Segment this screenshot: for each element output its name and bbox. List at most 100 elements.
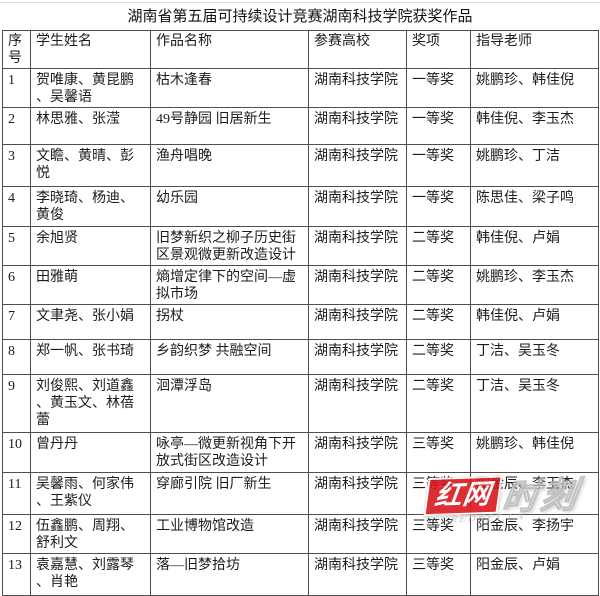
- cell-work: 落—旧梦拾坊: [150, 553, 309, 596]
- cell-no: 5: [2, 226, 31, 266]
- cell-school: 湖南科技学院: [308, 472, 407, 515]
- cell-work: 洄潭浮岛: [150, 374, 309, 433]
- cell-award: 二等奖: [406, 265, 471, 305]
- cell-advisors: 韩佳倪、李玉杰: [470, 107, 599, 145]
- cell-school: 湖南科技学院: [308, 68, 407, 108]
- table-row: 9 刘俊熙、刘道鑫、黄玉文、林蓓蕾 洄潭浮岛 湖南科技学院 二等奖 丁洁、吴玉冬: [2, 374, 599, 433]
- cell-award: 三等奖: [406, 514, 471, 554]
- cell-students: 曾丹丹: [30, 432, 151, 473]
- cell-no: 8: [2, 339, 31, 375]
- cell-work: 49号静园 旧居新生: [150, 107, 309, 145]
- header-cell-work: 作品名称: [150, 30, 309, 69]
- cell-work: 拐杖: [150, 304, 309, 340]
- cell-award: 三等奖: [406, 472, 471, 515]
- cell-school: 湖南科技学院: [308, 107, 407, 145]
- cell-award: 一等奖: [406, 107, 471, 145]
- cell-school: 湖南科技学院: [308, 339, 407, 375]
- cell-school: 湖南科技学院: [308, 432, 407, 473]
- header-cell-award: 奖项: [406, 30, 471, 69]
- table-row: 10 曾丹丹 咏亭—微更新视角下开放式街区改造设计 湖南科技学院 三等奖 姚鹏珍、韩佳倪: [2, 432, 599, 473]
- cell-school: 湖南科技学院: [308, 226, 407, 266]
- cell-advisors: 姚鹏珍、李玉杰: [470, 265, 599, 305]
- cell-award: 一等奖: [406, 68, 471, 108]
- cell-students: 刘俊熙、刘道鑫、黄玉文、林蓓蕾: [30, 374, 151, 433]
- cell-advisors: 姚鹏珍、韩佳倪: [470, 432, 599, 473]
- cell-advisors: 阳金辰、李扬宇: [470, 514, 599, 554]
- cell-no: 7: [2, 304, 31, 340]
- cell-award: 三等奖: [406, 432, 471, 473]
- cell-work: 咏亭—微更新视角下开放式街区改造设计: [150, 432, 309, 473]
- table-row: 8 郑一帆、张书琦 乡韵织梦 共融空间 湖南科技学院 二等奖 丁洁、吴玉冬: [2, 339, 599, 375]
- header-cell-students: 学生姓名: [30, 30, 151, 69]
- header-cell-school: 参赛高校: [308, 30, 407, 69]
- cell-advisors: 阳金辰、卢娟: [470, 553, 599, 596]
- cell-students: 吴馨雨、何家伟、王紫仪: [30, 472, 151, 515]
- cell-work: 乡韵织梦 共融空间: [150, 339, 309, 375]
- cell-school: 湖南科技学院: [308, 374, 407, 433]
- cell-school: 湖南科技学院: [308, 514, 407, 554]
- cell-school: 湖南科技学院: [308, 304, 407, 340]
- table-row: 4 李晓琦、杨迪、黄俊 幼乐园 湖南科技学院 一等奖 陈思佳、梁子鸣: [2, 186, 599, 227]
- cell-work: 熵增定律下的空间—虚拟市场: [150, 265, 309, 305]
- cell-work: 工业博物馆改造: [150, 514, 309, 554]
- cell-students: 郑一帆、张书琦: [30, 339, 151, 375]
- cell-school: 湖南科技学院: [308, 265, 407, 305]
- table-row: 5 余旭贤 旧梦新织之柳子历史街区景观微更新改造设计 湖南科技学院 二等奖 韩佳倪、卢娟: [2, 226, 599, 266]
- top-divider: [0, 2, 600, 3]
- cell-advisors: 陈思佳、梁子鸣: [470, 186, 599, 227]
- cell-advisors: 阳金辰、李玉杰: [470, 472, 599, 515]
- cell-no: 4: [2, 186, 31, 227]
- table-row: 2 林思雅、张滢 49号静园 旧居新生 湖南科技学院 一等奖 韩佳倪、李玉杰: [2, 107, 599, 145]
- header-cell-no: 序号: [2, 30, 31, 69]
- cell-no: 12: [2, 514, 31, 554]
- cell-award: 二等奖: [406, 339, 471, 375]
- awards-table: 序号 学生姓名 作品名称 参赛高校 奖项 指导老师 1 贺唯康、黄昆鹏、吴馨语 枯木逢春 湖南科…: [2, 30, 599, 596]
- table-body: 1 贺唯康、黄昆鹏、吴馨语 枯木逢春 湖南科技学院 一等奖 姚鹏珍、韩佳倪 2 林思雅、张滢 4…: [2, 68, 599, 596]
- cell-students: 余旭贤: [30, 226, 151, 266]
- cell-award: 三等奖: [406, 553, 471, 596]
- cell-school: 湖南科技学院: [308, 144, 407, 187]
- cell-no: 13: [2, 553, 31, 596]
- cell-advisors: 丁洁、吴玉冬: [470, 374, 599, 433]
- table-row: 13 袁嘉慧、刘露琴、肖艳 落—旧梦拾坊 湖南科技学院 三等奖 阳金辰、卢娟: [2, 553, 599, 596]
- cell-students: 文瞻、黄晴、彭悦: [30, 144, 151, 187]
- cell-work: 旧梦新织之柳子历史街区景观微更新改造设计: [150, 226, 309, 266]
- header-row: 序号 学生姓名 作品名称 参赛高校 奖项 指导老师: [2, 30, 599, 69]
- cell-no: 10: [2, 432, 31, 473]
- cell-no: 3: [2, 144, 31, 187]
- cell-students: 李晓琦、杨迪、黄俊: [30, 186, 151, 227]
- cell-students: 伍鑫鹏、周翔、舒利文: [30, 514, 151, 554]
- cell-school: 湖南科技学院: [308, 553, 407, 596]
- cell-students: 田雅萌: [30, 265, 151, 305]
- table-row: 11 吴馨雨、何家伟、王紫仪 穿廊引院 旧厂新生 湖南科技学院 三等奖 阳金辰、李玉杰: [2, 472, 599, 515]
- cell-work: 幼乐园: [150, 186, 309, 227]
- cell-award: 一等奖: [406, 144, 471, 187]
- cell-advisors: 韩佳倪、卢娟: [470, 226, 599, 266]
- cell-students: 袁嘉慧、刘露琴、肖艳: [30, 553, 151, 596]
- cell-advisors: 姚鹏珍、丁洁: [470, 144, 599, 187]
- cell-students: 文聿尧、张小娟: [30, 304, 151, 340]
- cell-no: 2: [2, 107, 31, 145]
- table-row: 3 文瞻、黄晴、彭悦 渔舟唱晚 湖南科技学院 一等奖 姚鹏珍、丁洁: [2, 144, 599, 187]
- cell-no: 6: [2, 265, 31, 305]
- cell-award: 二等奖: [406, 374, 471, 433]
- cell-no: 11: [2, 472, 31, 515]
- table-row: 7 文聿尧、张小娟 拐杖 湖南科技学院 二等奖 韩佳倪、卢娟: [2, 304, 599, 340]
- cell-work: 渔舟唱晚: [150, 144, 309, 187]
- cell-award: 二等奖: [406, 226, 471, 266]
- cell-work: 穿廊引院 旧厂新生: [150, 472, 309, 515]
- cell-school: 湖南科技学院: [308, 186, 407, 227]
- cell-advisors: 韩佳倪、卢娟: [470, 304, 599, 340]
- table-row: 6 田雅萌 熵增定律下的空间—虚拟市场 湖南科技学院 二等奖 姚鹏珍、李玉杰: [2, 265, 599, 305]
- cell-no: 9: [2, 374, 31, 433]
- header-cell-advisors: 指导老师: [470, 30, 599, 69]
- cell-advisors: 丁洁、吴玉冬: [470, 339, 599, 375]
- cell-no: 1: [2, 68, 31, 108]
- table-row: 1 贺唯康、黄昆鹏、吴馨语 枯木逢春 湖南科技学院 一等奖 姚鹏珍、韩佳倪: [2, 68, 599, 108]
- cell-students: 林思雅、张滢: [30, 107, 151, 145]
- cell-students: 贺唯康、黄昆鹏、吴馨语: [30, 68, 151, 108]
- cell-advisors: 姚鹏珍、韩佳倪: [470, 68, 599, 108]
- cell-award: 二等奖: [406, 304, 471, 340]
- cell-award: 一等奖: [406, 186, 471, 227]
- table-row: 12 伍鑫鹏、周翔、舒利文 工业博物馆改造 湖南科技学院 三等奖 阳金辰、李扬宇: [2, 514, 599, 554]
